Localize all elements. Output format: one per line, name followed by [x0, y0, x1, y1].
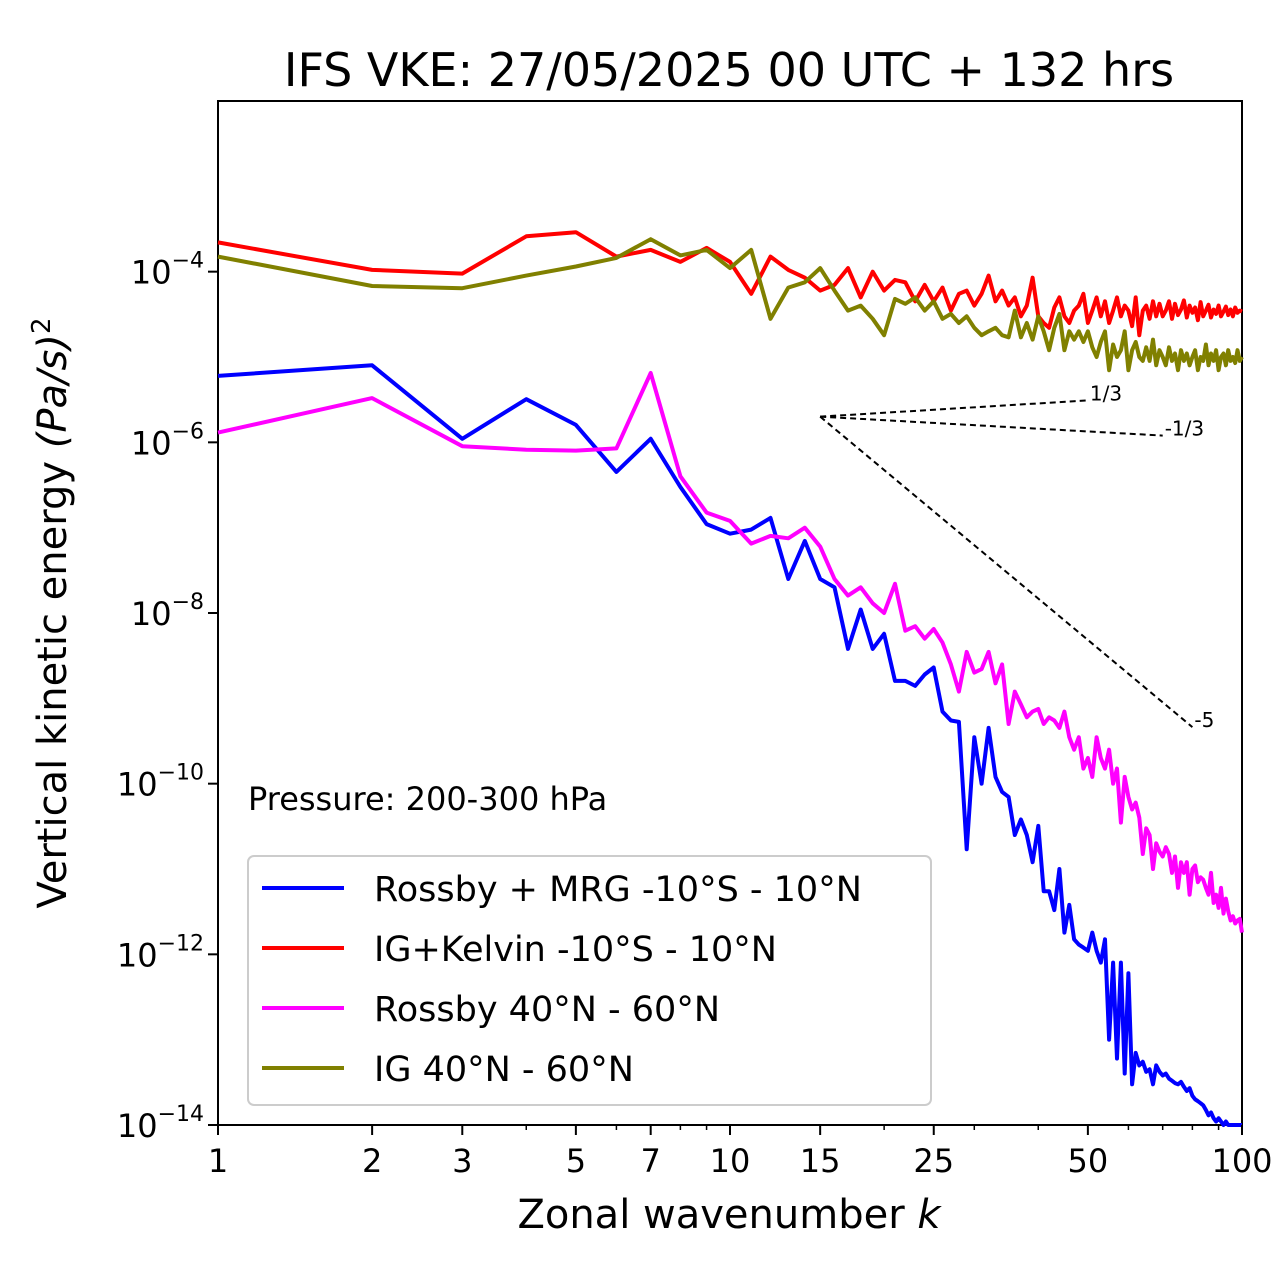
x-tick-label: 3 — [452, 1142, 472, 1180]
y-tick-label: 10−6 — [131, 419, 204, 462]
legend-frame — [247, 855, 932, 1106]
y-tick-label: 10−8 — [131, 590, 204, 633]
series-line-3 — [217, 237, 1244, 373]
x-tick-label: 1 — [208, 1142, 228, 1180]
slope-label-2: -5 — [1194, 708, 1214, 732]
y-axis-label-exponent: 2 — [27, 318, 57, 335]
slope-guide-lines: 1/3 -1/3 -5 — [819, 381, 1214, 732]
slope-line-0 — [820, 399, 1088, 418]
series-line-1 — [217, 230, 1243, 338]
y-axis-label: Vertical kinetic energy (Pa/s)2 — [27, 318, 76, 909]
slope-label-1: -1/3 — [1165, 417, 1204, 441]
chart-title: IFS VKE: 27/05/2025 00 UTC + 132 hrs — [284, 43, 1174, 97]
slope-line-1 — [820, 415, 1163, 437]
x-tick-label: 100 — [1211, 1142, 1272, 1180]
slope-label-0: 1/3 — [1090, 381, 1122, 405]
x-tick-label: 5 — [566, 1142, 586, 1180]
x-tick-label: 25 — [913, 1142, 954, 1180]
y-axis-ticks: 10−4 10−6 10−8 10−10 10−12 10−14 — [117, 249, 218, 1145]
series-line-0 — [217, 363, 1242, 1127]
legend-label-0: Rossby + MRG -10°S - 10°N — [374, 870, 862, 910]
legend-label-1: IG+Kelvin -10°S - 10°N — [374, 930, 777, 970]
x-axis-label-symbol: k — [917, 1192, 942, 1238]
x-tick-label: 15 — [800, 1142, 841, 1180]
y-tick-label: 10−14 — [117, 1102, 204, 1145]
x-tick-label: 10 — [710, 1142, 751, 1180]
x-tick-label: 7 — [641, 1142, 661, 1180]
y-tick-label: 10−10 — [117, 761, 204, 804]
y-tick-label: 10−4 — [131, 249, 204, 292]
legend-label-3: IG 40°N - 60°N — [374, 1050, 634, 1090]
x-axis-ticks: 1 2 3 5 7 10 15 25 50 100 — [208, 1125, 1273, 1180]
pressure-annotation: Pressure: 200-300 hPa — [248, 780, 607, 818]
legend: Rossby + MRG -10°S - 10°N IG+Kelvin -10°S… — [247, 855, 932, 1106]
x-tick-label: 2 — [362, 1142, 382, 1180]
series-group — [217, 230, 1244, 1127]
y-axis-label-unit: (Pa/s) — [30, 334, 76, 448]
y-tick-label: 10−12 — [117, 931, 204, 974]
x-axis-label-text: Zonal wavenumber — [517, 1192, 905, 1238]
x-tick-label: 50 — [1068, 1142, 1109, 1180]
y-axis-label-text: Vertical kinetic energy — [30, 461, 76, 909]
x-axis-label: Zonal wavenumber k — [517, 1192, 942, 1238]
legend-items: Rossby + MRG -10°S - 10°N IG+Kelvin -10°S… — [262, 870, 862, 1090]
legend-label-2: Rossby 40°N - 60°N — [374, 990, 720, 1030]
series-line-2 — [217, 371, 1244, 933]
slope-line-2 — [819, 415, 1194, 728]
